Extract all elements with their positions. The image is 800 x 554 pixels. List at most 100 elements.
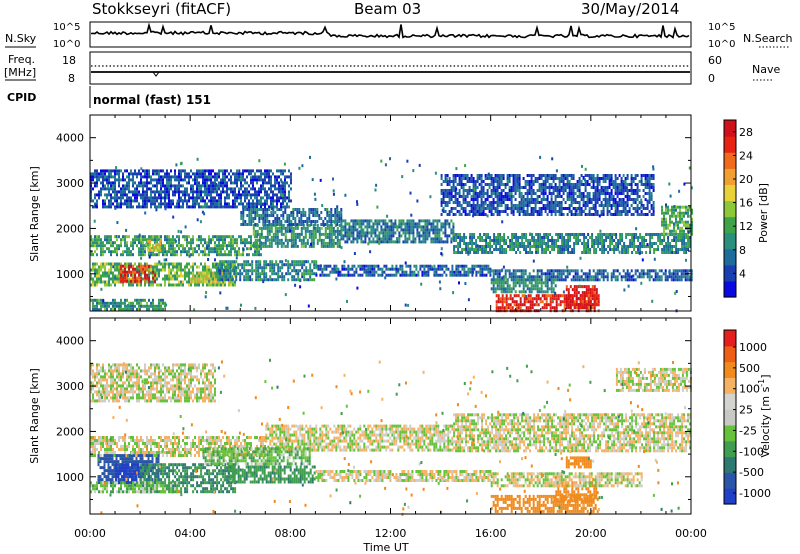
power-cell (508, 186, 511, 189)
power-cell (160, 184, 162, 188)
power-cell (677, 226, 679, 230)
power-cell (208, 268, 210, 272)
power-cell (519, 236, 522, 239)
power-cell (405, 273, 408, 277)
power-cell (254, 196, 256, 200)
power-cell (630, 275, 633, 279)
power-cell (182, 250, 184, 254)
power-cell (146, 267, 149, 271)
power-cell (661, 211, 663, 215)
power-cell (106, 301, 108, 305)
power-cell (532, 192, 535, 195)
power-cell (440, 198, 443, 201)
power-cell (160, 301, 162, 305)
power-cell (104, 169, 106, 173)
power-cell (354, 228, 357, 232)
power-cell (366, 219, 369, 223)
power-cell (665, 205, 667, 209)
power-cell (174, 190, 176, 194)
power-cell (188, 268, 190, 272)
power-cell (140, 175, 142, 179)
power-cell (550, 269, 553, 273)
power-cell (190, 265, 192, 269)
power-cell (689, 229, 691, 233)
power-cell (621, 248, 624, 251)
power-cell (172, 265, 174, 269)
power-cell (92, 199, 94, 203)
power-cell (444, 201, 447, 204)
power-cell (551, 306, 554, 310)
power-cell (227, 269, 230, 273)
power-cell (364, 240, 367, 244)
power-cell (510, 174, 513, 177)
power-cell (501, 303, 504, 307)
power-cell (532, 201, 535, 204)
power-cell (474, 195, 477, 198)
power-cell (221, 278, 224, 282)
power-cell (156, 274, 158, 278)
power-cell (349, 273, 352, 277)
power-cell (519, 245, 522, 248)
power-cell (178, 235, 180, 239)
power-cell (348, 237, 351, 241)
power-cell (312, 229, 315, 233)
power-cell (154, 238, 156, 242)
power-cell (124, 193, 126, 197)
power-cell (118, 307, 120, 311)
power-cell (485, 242, 488, 245)
power-cell (154, 205, 156, 209)
power-cell (248, 235, 250, 239)
power-cell (297, 263, 300, 267)
power-cell (528, 198, 531, 201)
power-cell (643, 236, 646, 239)
power-cell (419, 264, 422, 268)
power-cell (186, 235, 188, 239)
power-cell (198, 169, 200, 173)
power-cell (142, 205, 144, 209)
power-cell (452, 201, 455, 204)
power-cell (669, 217, 671, 221)
power-cell (160, 190, 162, 194)
power-cell (418, 240, 421, 244)
power-cell (182, 247, 184, 251)
power-cell (256, 178, 258, 182)
power-cell (360, 231, 363, 235)
power-cell (234, 190, 236, 194)
power-cell (172, 244, 174, 248)
power-cell (625, 248, 628, 251)
power-cell (549, 297, 552, 301)
power-cell (473, 236, 476, 239)
power-cell (270, 205, 272, 209)
power-cell (96, 301, 98, 305)
power-cell (501, 294, 504, 298)
power-cell (356, 234, 359, 238)
power-cell (543, 251, 546, 254)
power-cell (106, 196, 108, 200)
power-cell (186, 193, 188, 197)
power-cell (585, 306, 588, 310)
power-cell (593, 251, 596, 254)
power-cell (457, 267, 460, 271)
power-cell (463, 242, 466, 245)
power-cell (509, 239, 512, 242)
power-cell (563, 251, 566, 254)
power-cell (518, 192, 521, 195)
power-cell (252, 223, 255, 227)
power-cell (405, 264, 408, 268)
power-cell (134, 196, 136, 200)
power-cell (110, 238, 112, 242)
power-cell (588, 278, 591, 282)
power-cell (266, 229, 269, 233)
power-cell (677, 236, 680, 239)
power-cell (206, 184, 208, 188)
power-cell (359, 264, 362, 268)
power-cell (154, 196, 156, 200)
power-cell (386, 240, 389, 244)
power-cell (412, 234, 415, 238)
power-cell (112, 241, 114, 245)
power-cell (262, 181, 264, 185)
power-cell (454, 201, 457, 204)
power-cell (182, 268, 184, 272)
power-cell (204, 172, 206, 176)
power-cell (128, 270, 131, 274)
